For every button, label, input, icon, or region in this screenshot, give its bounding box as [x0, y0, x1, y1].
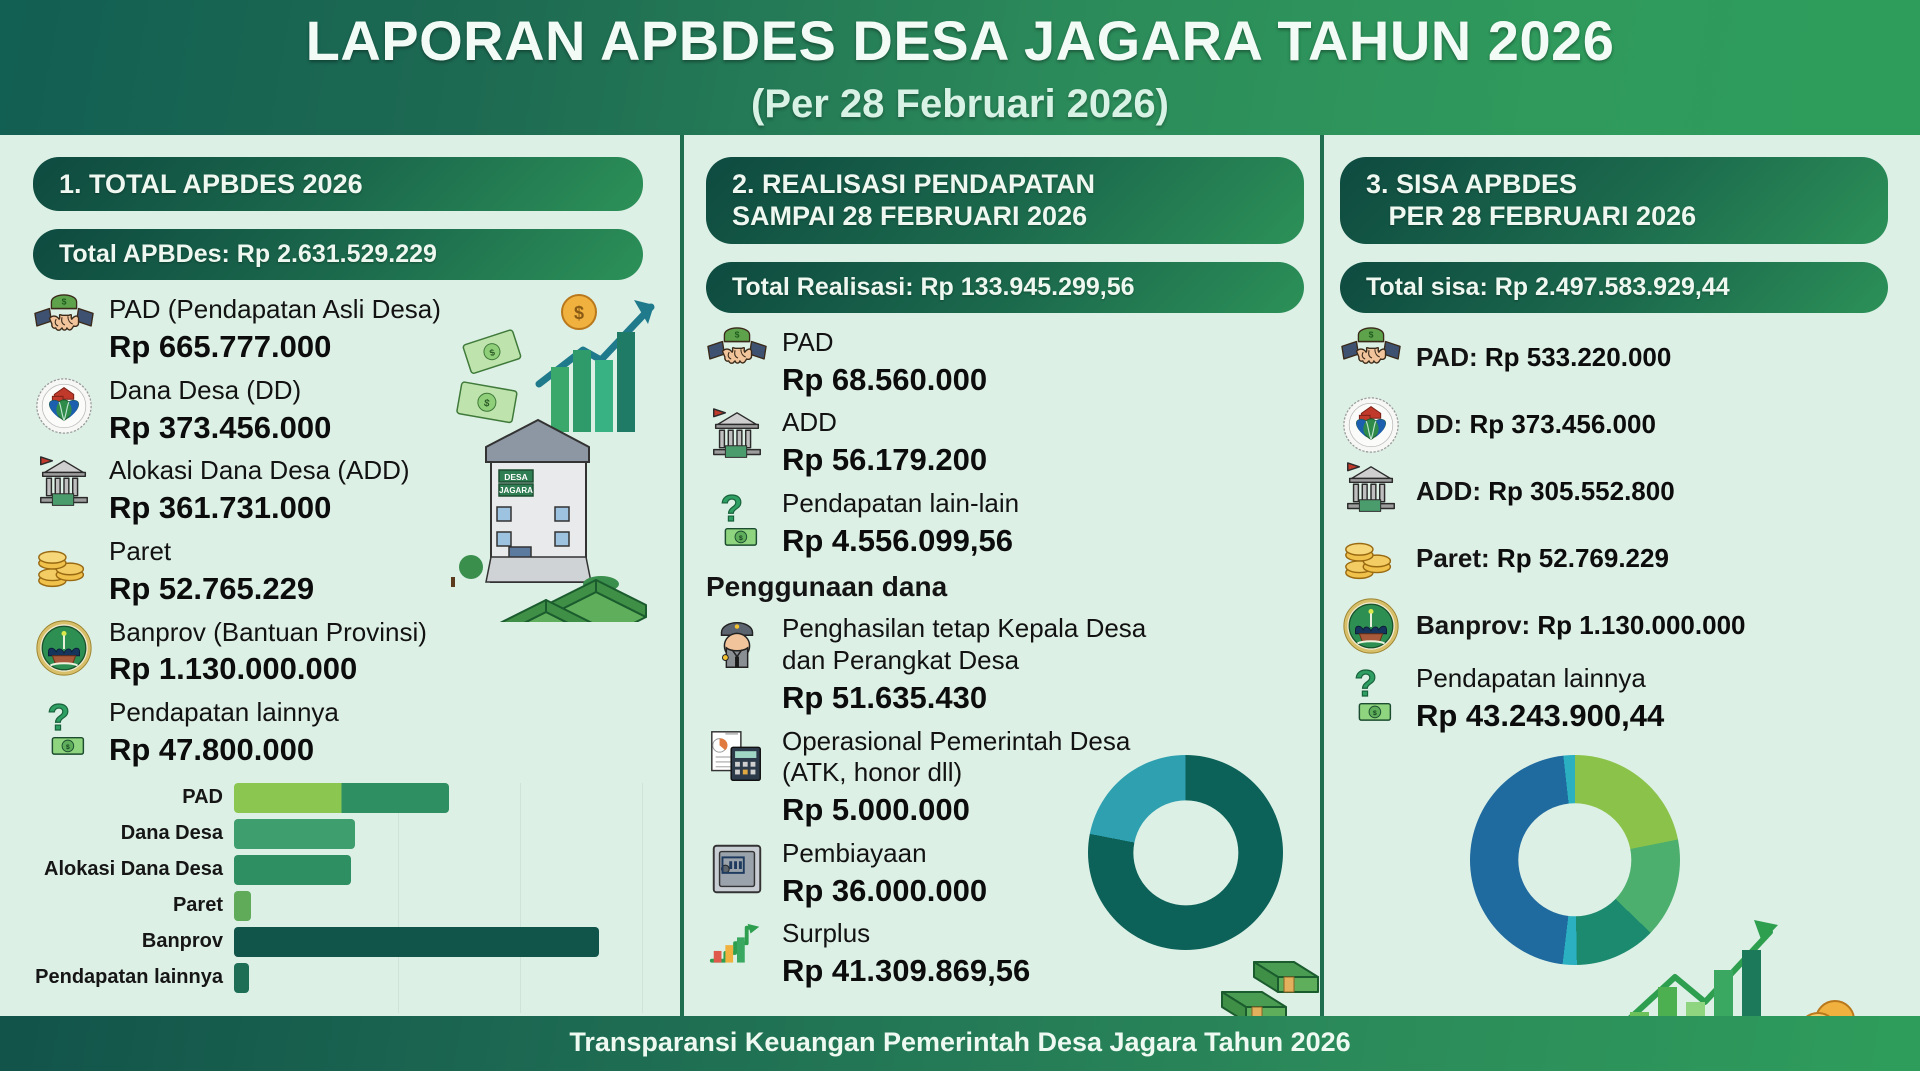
svg-text:?: ?	[1355, 663, 1377, 704]
svg-text:$: $	[735, 329, 740, 339]
svg-text:DESA: DESA	[504, 472, 528, 482]
svg-text:$: $	[62, 297, 67, 307]
svg-text:$: $	[574, 303, 584, 323]
svg-text:$: $	[1373, 710, 1377, 717]
svg-text:$: $	[739, 535, 743, 542]
svg-text:?: ?	[721, 488, 743, 529]
svg-text:?: ?	[48, 697, 70, 738]
svg-text:$: $	[66, 744, 70, 751]
svg-text:JAGARA: JAGARA	[499, 486, 533, 495]
svg-text:$: $	[1369, 329, 1374, 339]
